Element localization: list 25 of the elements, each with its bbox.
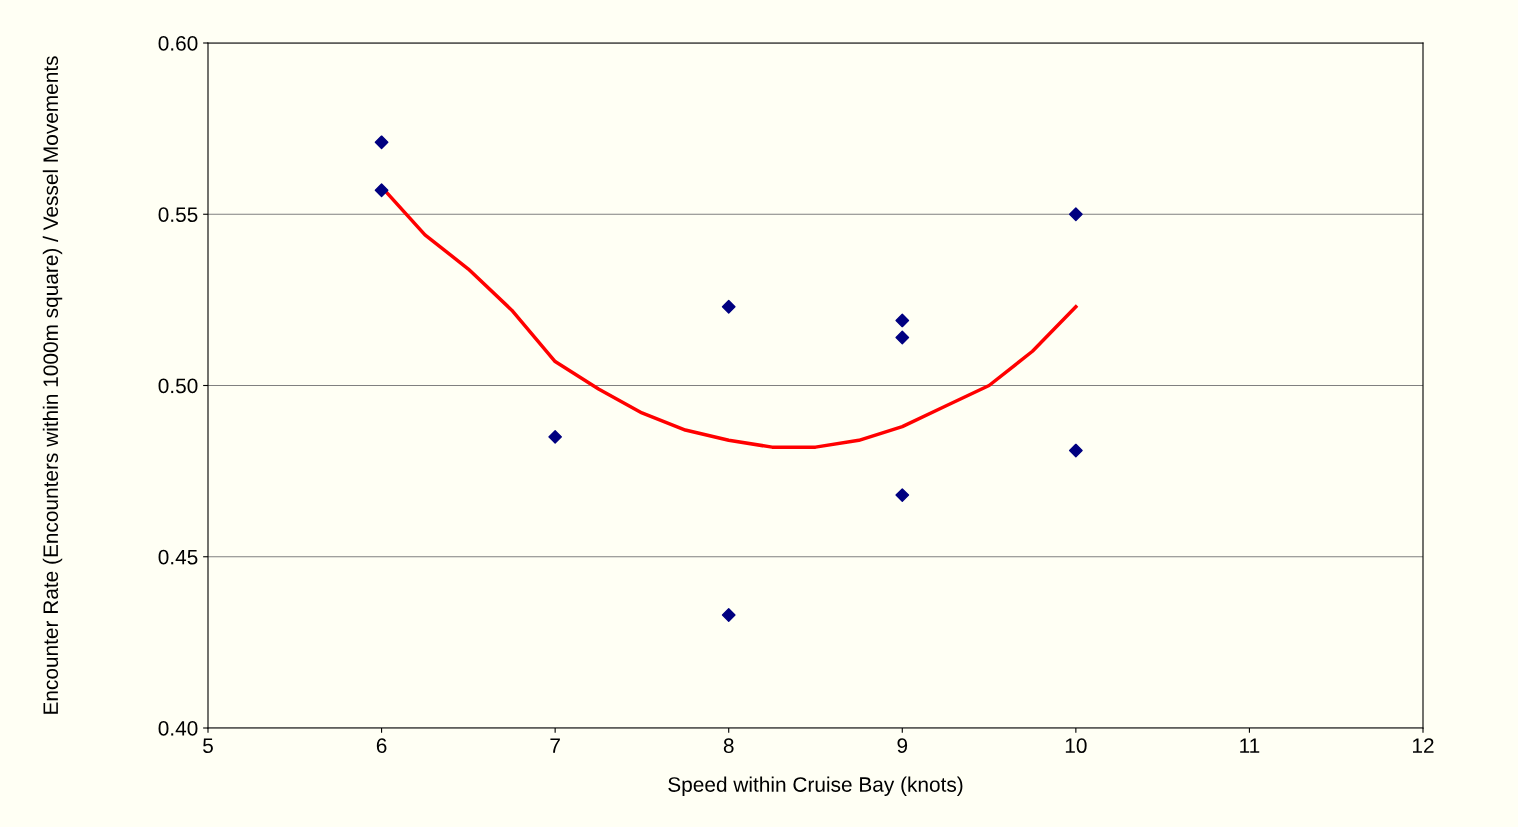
point xyxy=(721,299,736,314)
point xyxy=(374,183,389,198)
x-tick-label: 10 xyxy=(1065,738,1087,754)
x-tick-label: 12 xyxy=(1413,738,1434,753)
y-tick-label: 0.45 xyxy=(158,549,198,565)
point xyxy=(895,488,910,503)
point xyxy=(374,135,389,150)
x-tick-label: 8 xyxy=(723,738,734,754)
point xyxy=(895,330,910,345)
y-tick-label: 0.55 xyxy=(158,207,198,222)
x-tick-label: 5 xyxy=(203,738,213,754)
point xyxy=(721,608,736,622)
point xyxy=(895,313,910,328)
y-tick-label: 0.60 xyxy=(158,36,198,51)
y-axis-title: Encounter Rate (Encounters within 1000m square) / Vessel Movements xyxy=(42,56,63,714)
x-tick-label: 7 xyxy=(550,738,560,753)
x-tick-label: 6 xyxy=(376,738,387,754)
x-tick-label: 11 xyxy=(1240,738,1260,753)
point xyxy=(548,429,563,444)
point xyxy=(1068,443,1083,458)
x-axis-title: Speed within Cruise Bay (knots) xyxy=(668,776,963,797)
y-tick-label: 0.50 xyxy=(158,378,198,394)
point xyxy=(1068,207,1083,222)
y-tick-label: 0.40 xyxy=(158,721,198,736)
x-tick-label: 9 xyxy=(897,738,908,754)
